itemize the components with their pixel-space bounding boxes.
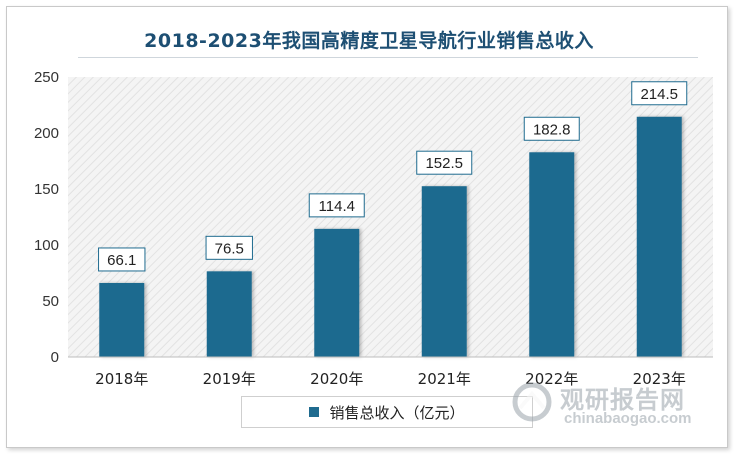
y-axis: 0 50 100 150 200 250 (34, 69, 59, 366)
data-label: 214.5 (640, 86, 678, 103)
x-tick-label: 2022年 (525, 370, 578, 388)
data-label-box (416, 150, 473, 175)
legend: 销售总收入（亿元） (241, 396, 533, 428)
bar (206, 271, 252, 357)
title-divider (78, 57, 698, 58)
bar (636, 116, 682, 357)
plot-area (68, 77, 713, 357)
data-label: 114.4 (319, 198, 355, 215)
data-label-box (98, 247, 146, 272)
watermark: 观研报告网 chinabaogao.com (512, 376, 722, 432)
bar (99, 282, 145, 357)
data-label: 66.1 (107, 252, 136, 269)
x-tick-label: 2020年 (310, 370, 363, 388)
x-tick-label: 2019年 (203, 370, 256, 388)
data-label: 152.5 (425, 155, 463, 172)
data-label-box (205, 235, 253, 260)
bar (529, 152, 575, 357)
y-tick-label: 150 (34, 181, 59, 198)
data-label-box (308, 193, 365, 218)
data-label-box (523, 116, 580, 141)
y-tick-label: 200 (34, 125, 59, 142)
bar (314, 228, 360, 357)
x-tick-label: 2023年 (633, 370, 686, 388)
chart-title: 2018-2023年我国高精度卫星导航行业销售总收入 (144, 30, 594, 52)
y-tick-label: 0 (51, 349, 59, 366)
y-tick-label: 100 (34, 237, 59, 254)
data-label-box (631, 81, 688, 106)
y-tick-label: 250 (34, 69, 59, 86)
y-tick-label: 50 (42, 293, 59, 310)
x-tick-label: 2018年 (95, 370, 148, 388)
x-tick-label: 2021年 (418, 370, 471, 388)
brand-logo-icon (512, 382, 552, 422)
data-label: 182.8 (533, 121, 571, 138)
legend-swatch (309, 407, 320, 417)
bar (421, 186, 467, 357)
x-axis: 2018年 2019年 2020年 2021年 2022年 2023年 (68, 356, 713, 388)
watermark-brand-en: chinabaogao.com (564, 410, 692, 427)
legend-label: 销售总收入（亿元） (329, 403, 465, 422)
data-label: 76.5 (215, 240, 244, 257)
watermark-brand-cn: 观研报告网 (560, 386, 685, 414)
bars: 66.1 76.5 114.4 152.5 182.8 214.5 (98, 81, 688, 357)
